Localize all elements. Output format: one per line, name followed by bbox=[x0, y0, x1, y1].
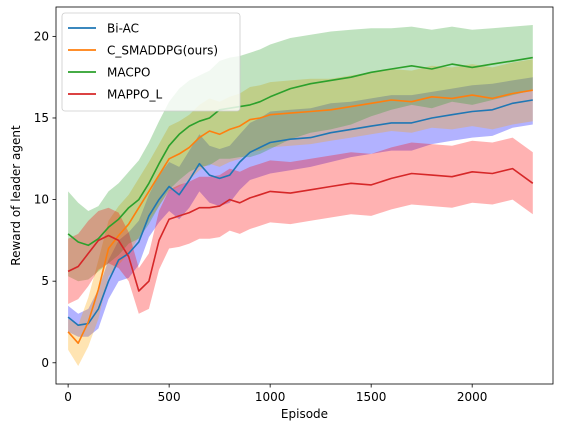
bi-ac-band bbox=[68, 77, 533, 337]
mappo-l-band bbox=[68, 137, 533, 314]
legend: Bi-AC C_SMADDPG(ours) MACPO MAPPO_L bbox=[61, 12, 241, 112]
legend-label-mappo-l: MAPPO_L bbox=[107, 88, 162, 102]
x-tick-label: 1000 bbox=[255, 390, 286, 404]
y-tick-label: 5 bbox=[41, 274, 49, 288]
x-axis-title: Episode bbox=[281, 407, 328, 421]
legend-box bbox=[61, 12, 241, 112]
x-tick-label: 2000 bbox=[457, 390, 488, 404]
mappo-l-line bbox=[67, 167, 534, 292]
legend-label-bi-ac: Bi-AC bbox=[107, 22, 139, 36]
x-tick-label: 0 bbox=[64, 390, 72, 404]
y-tick-label: 0 bbox=[41, 356, 49, 370]
legend-label-c-smaddpg-ours: C_SMADDPG(ours) bbox=[107, 44, 218, 58]
c-smaddpg-ours-band bbox=[68, 59, 533, 366]
bi-ac-line bbox=[67, 99, 533, 327]
y-tick-label: 10 bbox=[34, 193, 49, 207]
plot-frame bbox=[55, 6, 554, 385]
legend-label-macpo: MACPO bbox=[107, 66, 150, 80]
y-tick-label: 15 bbox=[34, 111, 49, 125]
y-axis-title: Reward of leader agent bbox=[9, 125, 23, 266]
x-tick-label: 1500 bbox=[356, 390, 387, 404]
c-smaddpg-ours-line bbox=[67, 89, 533, 345]
y-tick-label: 20 bbox=[34, 29, 49, 43]
x-tick-label: 500 bbox=[158, 390, 181, 404]
